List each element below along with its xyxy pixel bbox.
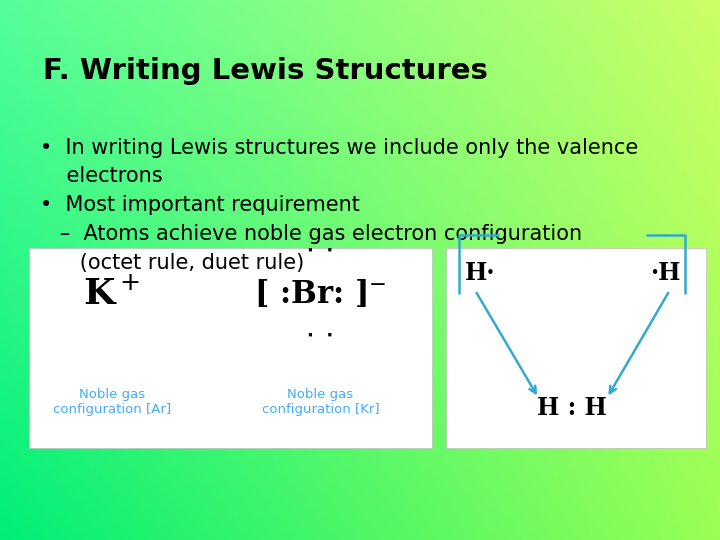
Text: H : H: H : H [537, 396, 608, 420]
Text: ⋅  ⋅: ⋅ ⋅ [307, 242, 333, 260]
Text: Noble gas
configuration [Kr]: Noble gas configuration [Kr] [261, 388, 379, 416]
FancyBboxPatch shape [446, 248, 706, 448]
Text: H·: H· [464, 261, 495, 285]
Text: ·H: ·H [650, 261, 680, 285]
Text: K$^+$: K$^+$ [83, 277, 140, 312]
Text: F. Writing Lewis Structures: F. Writing Lewis Structures [43, 57, 488, 85]
Text: [ :Br: ]$^{-}$: [ :Br: ]$^{-}$ [254, 278, 387, 310]
FancyBboxPatch shape [29, 248, 432, 448]
Text: ⋅  ⋅: ⋅ ⋅ [307, 327, 333, 345]
Text: Noble gas
configuration [Ar]: Noble gas configuration [Ar] [53, 388, 171, 416]
Text: •  In writing Lewis structures we include only the valence
    electrons
•  Most: • In writing Lewis structures we include… [40, 138, 638, 273]
